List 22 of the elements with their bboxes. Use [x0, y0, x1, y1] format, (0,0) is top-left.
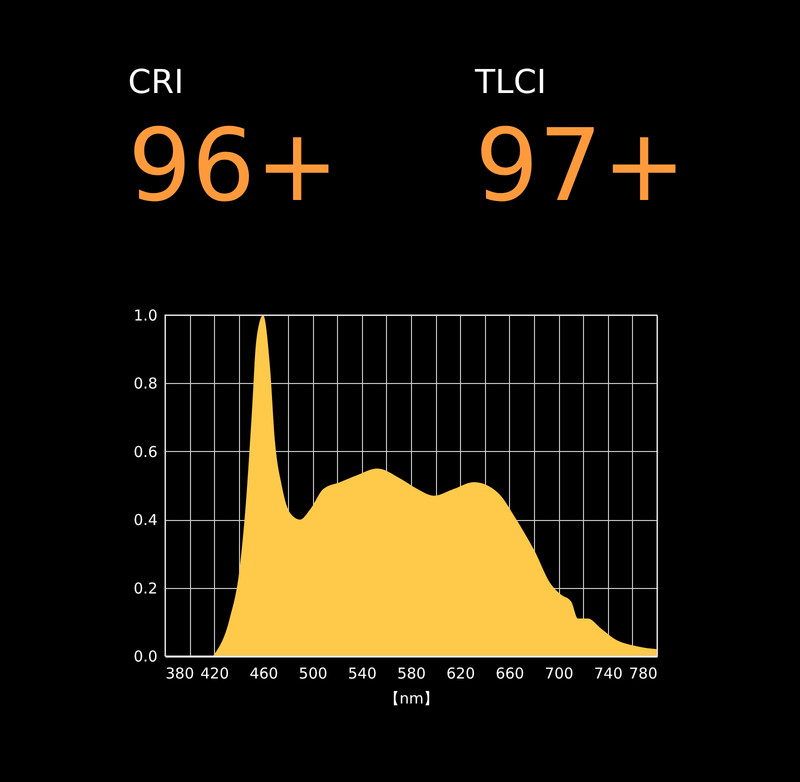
- text: 96+: [128, 107, 340, 224]
- y-tick-label: 0.4: [134, 511, 158, 530]
- x-tick-label: 780: [628, 664, 658, 682]
- y-tick-label: 0.6: [134, 442, 158, 461]
- x-tick-label: 420: [200, 664, 230, 682]
- x-tick-label: 620: [446, 664, 476, 682]
- x-tick-label: 380: [166, 664, 194, 682]
- text: CRI: [128, 62, 184, 101]
- x-axis-title: 【nm】: [384, 690, 439, 708]
- y-tick-label: 0.2: [134, 579, 158, 598]
- x-tick-label: 460: [250, 664, 278, 682]
- y-tick-label: 0.0: [134, 648, 158, 666]
- x-tick-label: 500: [298, 664, 328, 682]
- x-tick-label: 700: [544, 664, 574, 682]
- x-tick-label: 740: [594, 664, 623, 682]
- x-tick-label: 580: [397, 664, 426, 682]
- x-tick-label: 660: [496, 664, 524, 682]
- y-tick-label: 1.0: [134, 306, 158, 324]
- y-tick-label: 0.8: [134, 374, 158, 393]
- text: TLCI: [474, 62, 546, 101]
- text: 97+: [475, 107, 686, 224]
- x-tick-label: 540: [348, 664, 377, 682]
